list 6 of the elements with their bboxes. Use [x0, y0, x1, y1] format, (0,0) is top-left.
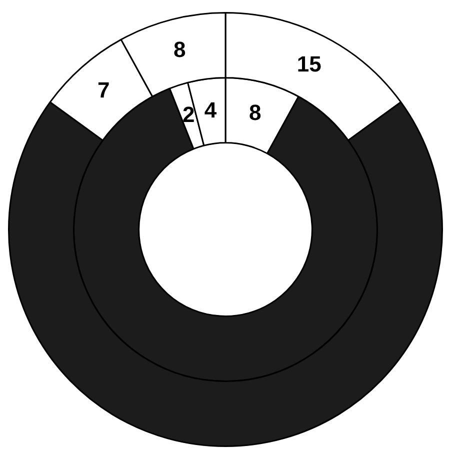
- data-label: 2: [182, 102, 195, 128]
- data-label: 8: [174, 37, 186, 62]
- data-label: 7: [98, 77, 110, 102]
- data-label: 4: [204, 97, 218, 122]
- data-label: 8: [249, 100, 262, 126]
- data-label: 15: [296, 51, 322, 76]
